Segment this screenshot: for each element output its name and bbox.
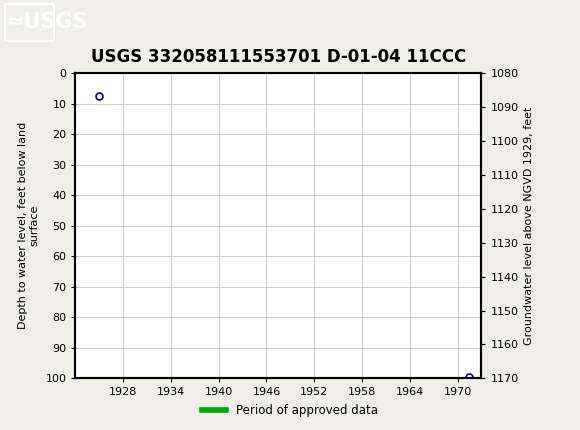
Title: USGS 332058111553701 D-01-04 11CCC: USGS 332058111553701 D-01-04 11CCC — [91, 48, 466, 66]
Text: ≈USGS: ≈USGS — [7, 12, 89, 32]
Y-axis label: Depth to water level, feet below land
surface: Depth to water level, feet below land su… — [18, 122, 40, 329]
Y-axis label: Groundwater level above NGVD 1929, feet: Groundwater level above NGVD 1929, feet — [524, 107, 534, 345]
Legend: Period of approved data: Period of approved data — [198, 399, 382, 422]
